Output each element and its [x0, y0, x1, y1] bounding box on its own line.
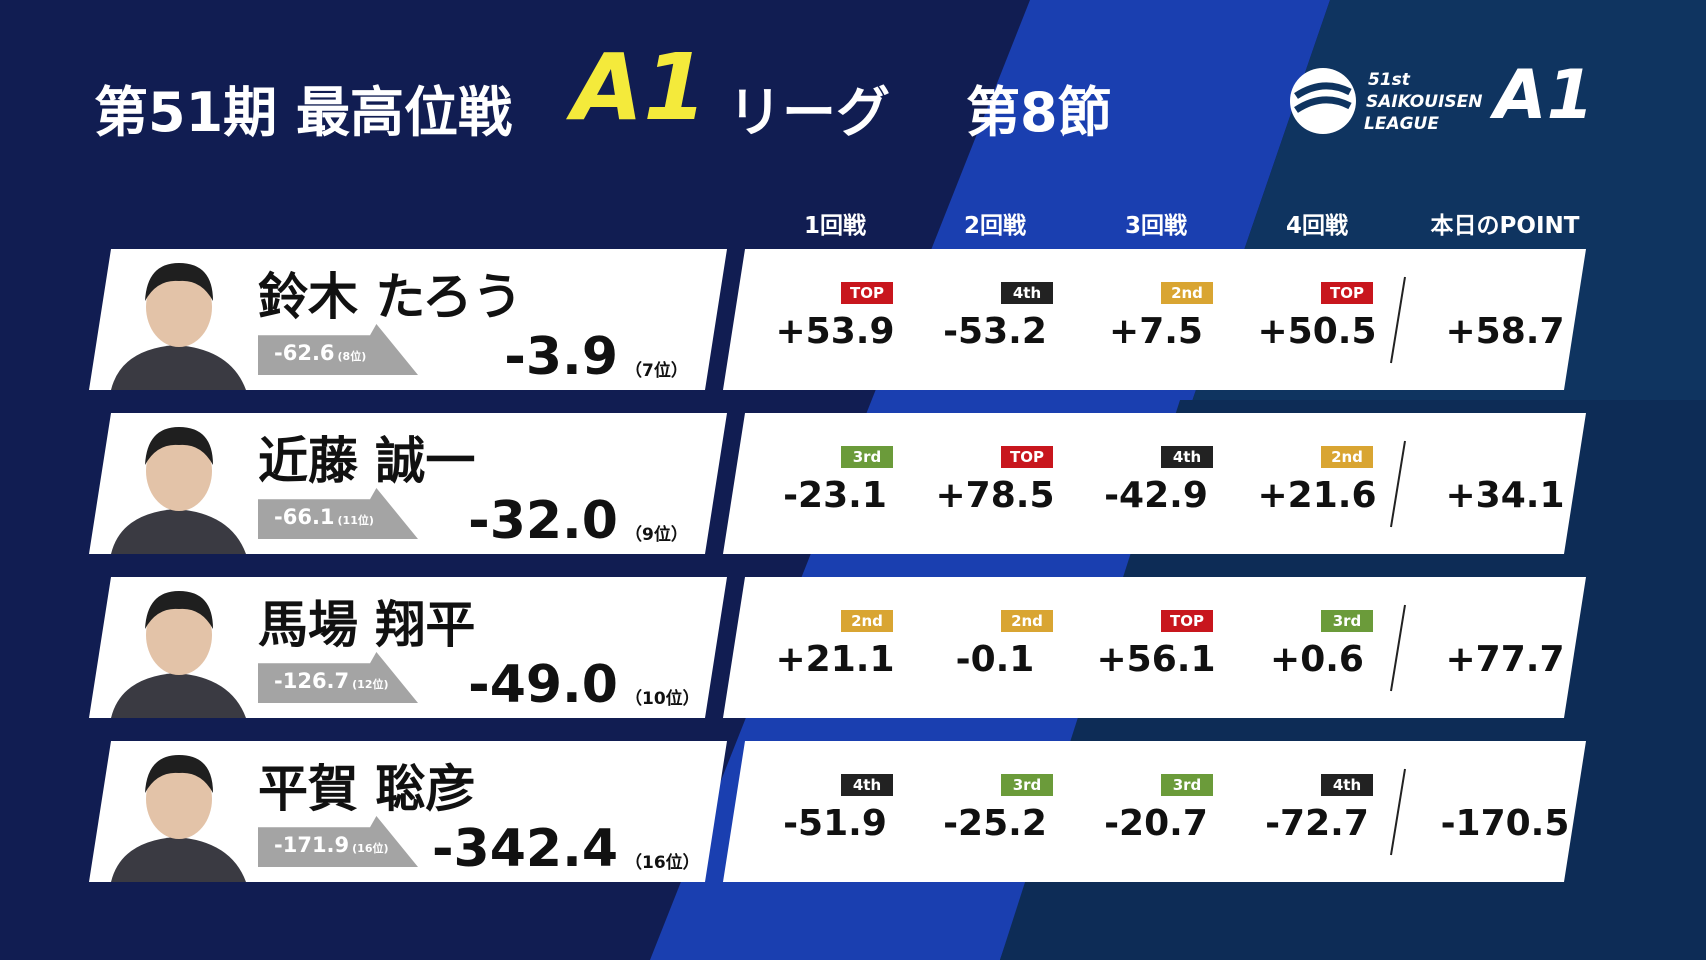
rank-badge: TOP — [1161, 610, 1213, 632]
game-score: +53.9 — [775, 311, 895, 352]
score-card: 4th -51.9 3rd -25.2 3rd -20.7 4th -72.7 -170.5 — [723, 741, 1586, 882]
rank-badge: 3rd — [841, 446, 893, 468]
prev-score: -66.1 — [274, 505, 335, 529]
game-score: -51.9 — [783, 803, 887, 844]
rank-badge: 4th — [1001, 282, 1053, 304]
player-card: 平賀 聡彦 -171.9 (16位) -342.4 （16位） — [89, 741, 727, 882]
game-score: -23.1 — [783, 475, 887, 516]
title-round: 第8節 — [966, 81, 1112, 144]
divider — [1383, 741, 1413, 882]
player-photo — [101, 249, 251, 390]
prev-score: -126.7 — [274, 669, 350, 693]
prev-rank: (11位) — [337, 514, 374, 527]
game-score: +50.5 — [1257, 311, 1377, 352]
score-card: TOP +53.9 4th -53.2 2nd +7.5 TOP +50.5 +58.7 — [723, 249, 1586, 390]
column-header: 3回戦 — [1124, 213, 1187, 239]
title-league: リーグ — [728, 81, 890, 144]
title-main: 第51期 最高位戦 — [94, 81, 512, 144]
day-point: +77.7 — [1445, 639, 1565, 680]
game-score: -72.7 — [1265, 803, 1369, 844]
player-card: 馬場 翔平 -126.7 (12位) -49.0 （10位） — [89, 577, 727, 718]
game-score: +56.1 — [1096, 639, 1216, 680]
game-score: -53.2 — [943, 311, 1047, 352]
prev-rank: (12位) — [352, 678, 389, 691]
logo-icon-stripe — [1294, 82, 1352, 113]
game-score: +0.6 — [1270, 639, 1364, 680]
total-score: -32.0 — [468, 491, 618, 551]
divider — [1383, 577, 1413, 718]
prev-score: -171.9 — [274, 833, 350, 857]
column-header: 2回戦 — [963, 213, 1026, 239]
rank-badge: 4th — [1161, 446, 1213, 468]
column-header: 1回戦 — [803, 213, 866, 239]
rank-badge: TOP — [1321, 282, 1373, 304]
rank-badge: 4th — [841, 774, 893, 796]
player-name: 鈴木 たろう — [258, 268, 523, 326]
divider — [1383, 413, 1413, 554]
player-name: 近藤 誠一 — [258, 432, 476, 490]
game-score: +7.5 — [1109, 311, 1203, 352]
rank-badge: 3rd — [1001, 774, 1053, 796]
prev-rank: (8位) — [337, 350, 367, 363]
player-photo — [101, 741, 251, 882]
total-wrap: -49.0 — [89, 577, 618, 718]
rank-badge: TOP — [1001, 446, 1053, 468]
player-photo — [101, 577, 251, 718]
total-score: -3.9 — [504, 327, 618, 387]
player-name: 馬場 翔平 — [258, 596, 476, 654]
divider — [1383, 249, 1413, 390]
logo-line2: LEAGUE — [1364, 114, 1439, 134]
rank-badge: 2nd — [1001, 610, 1053, 632]
prev-score-box: -62.6 (8位) — [274, 341, 366, 365]
rank-badge: 4th — [1321, 774, 1373, 796]
total-wrap: -3.9 — [89, 249, 618, 390]
player-name: 平賀 聡彦 — [258, 760, 476, 818]
player-card: 近藤 誠一 -66.1 (11位) -32.0 （9位） — [89, 413, 727, 554]
logo-mark: A1 — [1494, 56, 1594, 135]
game-score: -42.9 — [1104, 475, 1208, 516]
prev-score: -62.6 — [274, 341, 335, 365]
player-card: 鈴木 たろう -62.6 (8位) -3.9 （7位） — [89, 249, 727, 390]
day-point: +34.1 — [1445, 475, 1565, 516]
game-score: +78.5 — [935, 475, 1055, 516]
rank-badge: 2nd — [1321, 446, 1373, 468]
score-card: 3rd -23.1 TOP +78.5 4th -42.9 2nd +21.6 +34.1 — [723, 413, 1586, 554]
game-score: +21.6 — [1257, 475, 1377, 516]
logo-edition: 51st — [1368, 70, 1410, 90]
game-score: -20.7 — [1104, 803, 1208, 844]
total-wrap: -32.0 — [89, 413, 618, 554]
rank-badge: 2nd — [1161, 282, 1213, 304]
logo-line1: SAIKOUISEN — [1366, 92, 1483, 112]
prev-score-box: -66.1 (11位) — [274, 505, 374, 529]
game-score: +21.1 — [775, 639, 895, 680]
total-score: -49.0 — [468, 655, 618, 715]
total-score: -342.4 — [431, 819, 618, 879]
total-rank: （9位） — [625, 525, 688, 545]
column-header: 4回戦 — [1285, 213, 1348, 239]
game-score: -0.1 — [955, 639, 1035, 680]
day-point: +58.7 — [1445, 311, 1565, 352]
score-card: 2nd +21.1 2nd -0.1 TOP +56.1 3rd +0.6 +77.7 — [723, 577, 1586, 718]
prev-rank: (16位) — [352, 842, 389, 855]
column-header: 本日のPOINT — [1430, 213, 1580, 239]
total-rank: （7位） — [625, 361, 688, 381]
total-wrap: -342.4 — [89, 741, 618, 882]
total-rank: （10位） — [625, 689, 700, 709]
title-a1: A1 — [572, 34, 708, 141]
rank-badge: 3rd — [1161, 774, 1213, 796]
total-rank: （16位） — [625, 853, 700, 873]
day-point: -170.5 — [1440, 803, 1570, 844]
prev-score-box: -171.9 (16位) — [274, 833, 389, 857]
rank-badge: 3rd — [1321, 610, 1373, 632]
game-score: -25.2 — [943, 803, 1047, 844]
rank-badge: TOP — [841, 282, 893, 304]
rank-badge: 2nd — [841, 610, 893, 632]
player-photo — [101, 413, 251, 554]
prev-score-box: -126.7 (12位) — [274, 669, 389, 693]
